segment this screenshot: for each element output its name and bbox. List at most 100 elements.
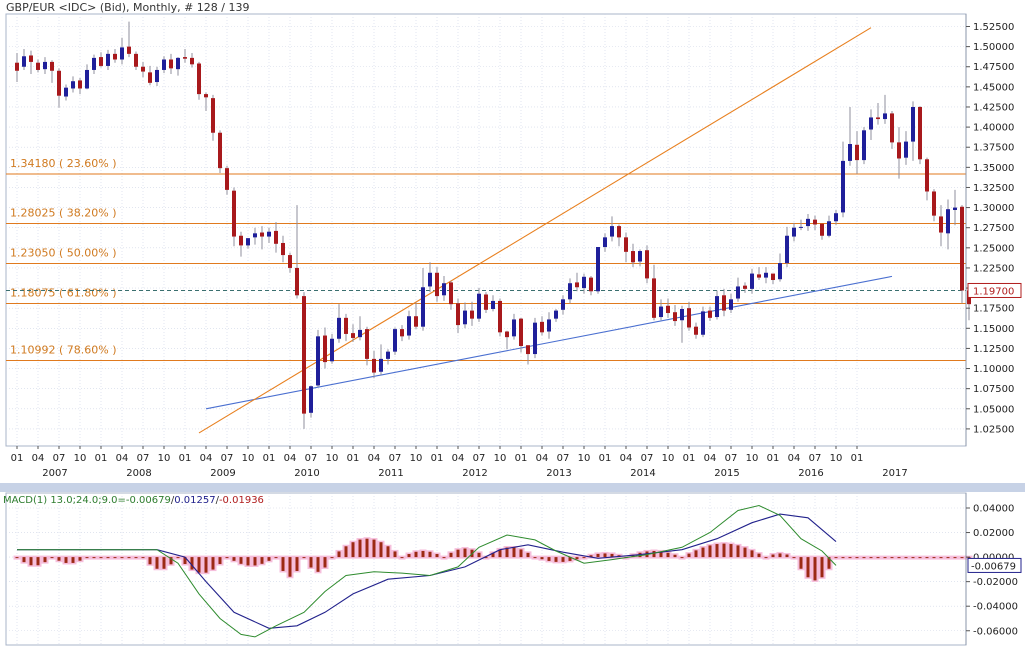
candle[interactable] (876, 102, 880, 125)
candle[interactable] (540, 316, 544, 336)
candle[interactable] (281, 235, 285, 263)
candle[interactable] (358, 316, 362, 341)
candle[interactable] (673, 304, 677, 326)
candle[interactable] (694, 322, 698, 339)
candle[interactable] (470, 301, 474, 326)
candle[interactable] (729, 293, 733, 314)
candle[interactable] (253, 227, 257, 245)
candle[interactable] (526, 345, 530, 365)
candle[interactable] (680, 305, 684, 343)
candle[interactable] (267, 227, 271, 243)
candle[interactable] (883, 94, 887, 124)
candle[interactable] (407, 310, 411, 340)
candle[interactable] (603, 233, 607, 252)
candle[interactable] (351, 324, 355, 342)
candle[interactable] (71, 76, 75, 93)
candle[interactable] (15, 53, 19, 83)
candle[interactable] (120, 37, 124, 65)
candle[interactable] (575, 272, 579, 292)
candle[interactable] (869, 109, 873, 140)
candle[interactable] (743, 282, 747, 293)
candle[interactable] (78, 78, 82, 95)
candle[interactable] (155, 66, 159, 87)
candle[interactable] (134, 51, 138, 70)
candle[interactable] (190, 53, 194, 68)
support-trend-line[interactable] (205, 275, 893, 410)
candle[interactable] (596, 247, 600, 294)
candle[interactable] (302, 292, 306, 429)
candle[interactable] (379, 344, 383, 375)
candle[interactable] (960, 205, 964, 304)
candle[interactable] (939, 205, 943, 247)
candle[interactable] (813, 215, 817, 231)
candle[interactable] (918, 106, 922, 165)
candle[interactable] (64, 84, 68, 101)
candle[interactable] (820, 223, 824, 240)
candle[interactable] (491, 295, 495, 312)
candle[interactable] (148, 65, 152, 86)
candle[interactable] (106, 49, 110, 70)
candle[interactable] (260, 226, 264, 250)
candle[interactable] (344, 313, 348, 342)
candle[interactable] (750, 268, 754, 294)
candle[interactable] (141, 61, 145, 78)
candle[interactable] (43, 57, 47, 74)
candle[interactable] (862, 127, 866, 165)
candle[interactable] (372, 350, 376, 379)
candle[interactable] (547, 312, 551, 339)
candle[interactable] (659, 299, 663, 321)
candle[interactable] (848, 106, 852, 166)
candle[interactable] (533, 317, 537, 359)
candle[interactable] (316, 329, 320, 388)
candle[interactable] (29, 50, 33, 74)
candle[interactable] (337, 304, 341, 343)
candle[interactable] (183, 49, 187, 63)
candle[interactable] (274, 222, 278, 253)
candle[interactable] (715, 290, 719, 320)
candle[interactable] (477, 288, 481, 322)
candle[interactable] (57, 68, 61, 108)
candle[interactable] (631, 243, 635, 268)
candle[interactable] (764, 267, 768, 284)
candle[interactable] (449, 280, 453, 310)
candle[interactable] (246, 238, 250, 249)
candle[interactable] (505, 330, 509, 350)
candle[interactable] (99, 52, 103, 68)
candle[interactable] (666, 298, 670, 318)
candle[interactable] (218, 130, 222, 173)
candle[interactable] (806, 214, 810, 231)
candle[interactable] (582, 273, 586, 294)
candle[interactable] (512, 313, 516, 340)
candle[interactable] (498, 298, 502, 337)
candle[interactable] (911, 101, 915, 161)
candle[interactable] (932, 189, 936, 222)
candle[interactable] (400, 325, 404, 342)
candle[interactable] (92, 54, 96, 74)
candle[interactable] (204, 92, 208, 112)
candle[interactable] (897, 127, 901, 179)
candle[interactable] (757, 267, 761, 281)
candle[interactable] (610, 216, 614, 242)
candle[interactable] (792, 222, 796, 242)
candle[interactable] (799, 219, 803, 231)
candle[interactable] (442, 275, 446, 301)
panel-separator[interactable] (0, 483, 1025, 492)
candle[interactable] (736, 277, 740, 302)
candle[interactable] (36, 59, 40, 73)
candle[interactable] (890, 111, 894, 149)
candle[interactable] (785, 226, 789, 268)
candle[interactable] (414, 302, 418, 330)
candle[interactable] (484, 292, 488, 314)
candle[interactable] (463, 302, 467, 329)
candle[interactable] (855, 131, 859, 174)
candle[interactable] (169, 53, 173, 74)
candle[interactable] (421, 267, 425, 331)
candle[interactable] (85, 64, 89, 90)
candle[interactable] (652, 264, 656, 321)
candle[interactable] (701, 306, 705, 338)
candle[interactable] (50, 60, 54, 83)
candle[interactable] (162, 56, 166, 74)
candle[interactable] (925, 157, 929, 201)
candle[interactable] (519, 317, 523, 353)
candle[interactable] (708, 306, 712, 322)
